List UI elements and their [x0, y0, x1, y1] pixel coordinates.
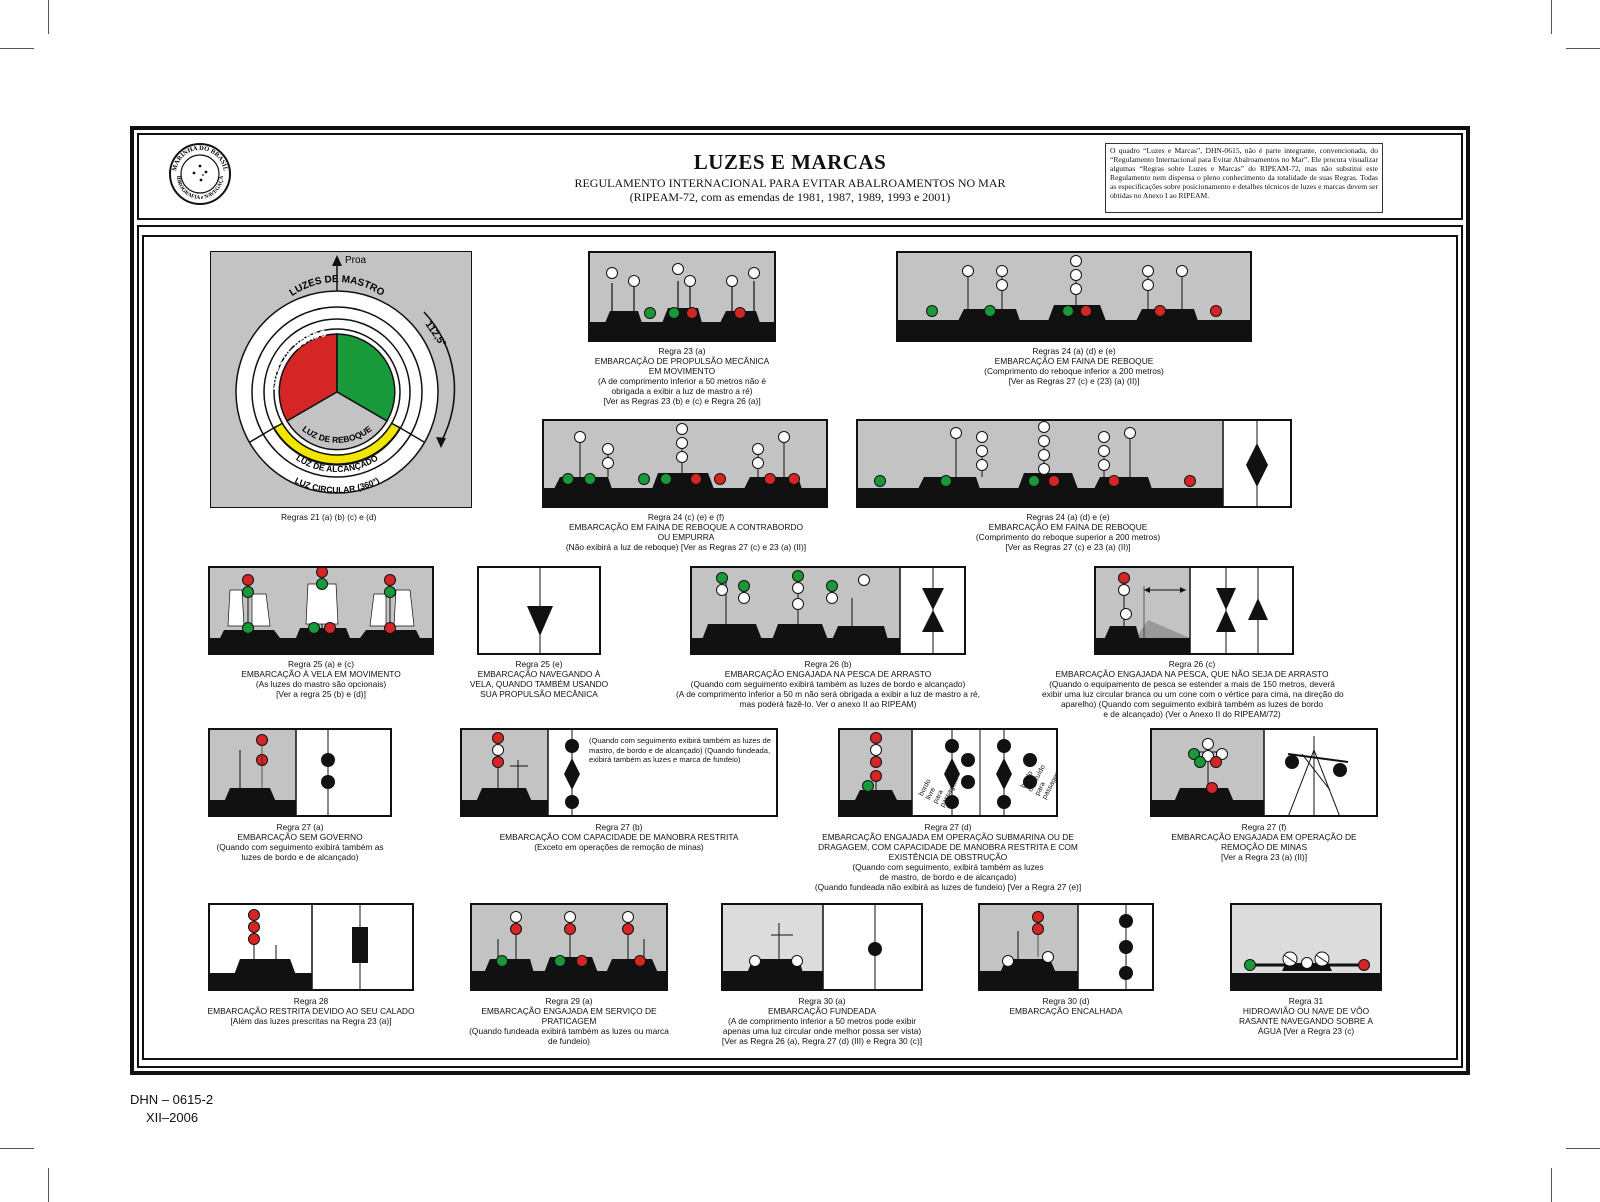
panel-r24ade-short: [896, 251, 1252, 342]
sector-diagram: Proa 112,5° LUZES DE MASTRO LUZES DE BOR…: [210, 251, 472, 508]
panel-r27a: [208, 728, 392, 817]
outer-frame: [130, 126, 1470, 1075]
proa-label: Proa: [345, 255, 367, 266]
panel-r25e: [477, 566, 601, 655]
document-date: XII–2006: [146, 1110, 199, 1125]
panel-r28: [208, 903, 414, 991]
inner-box: [142, 235, 1458, 1060]
panel-r30a: [721, 903, 923, 991]
crop-mark: [1566, 48, 1600, 49]
crop-mark: [1566, 1148, 1600, 1149]
crop-mark: [48, 0, 49, 34]
caption-r25e: Regra 25 (e) EMBARCAÇÃO NAVEGANDO À VELA, …: [469, 659, 609, 699]
caption-r29a: Regra 29 (a) EMBARCAÇÃO ENGAJADA EM SERVI…: [469, 996, 669, 1046]
caption-r24ade-short: Regras 24 (a) (d) e (e) EMBARCAÇÃO EM FAI…: [984, 346, 1164, 386]
page-subtitle: REGULAMENTO INTERNACIONAL PARA EVITAR AB…: [574, 176, 1006, 190]
panel-r29a: [470, 903, 668, 991]
document-code: DHN – 0615-2: [130, 1092, 214, 1107]
panel-r27b: (Quando com seguimento exibirá também as…: [460, 728, 778, 817]
header-box: [137, 133, 1463, 220]
caption-r30d: Regra 30 (d) EMBARCAÇÃO ENCALHADA: [1009, 996, 1123, 1016]
panel-r24ade-long: [856, 419, 1292, 508]
crop-mark: [1551, 0, 1552, 34]
caption-r27b: Regra 27 (b) EMBARCAÇÃO COM CAPACIDADE DE…: [499, 822, 739, 852]
navy-seal-logo: MARINHA DO BRASIL HIDROGRAFIA e NAVEGAÇÃ…: [168, 142, 231, 205]
content-box: [137, 225, 1463, 1068]
seal-text-top: MARINHA DO BRASIL: [171, 145, 229, 172]
caption-r21: Regras 21 (a) (b) (c) e (d): [281, 512, 377, 522]
panel-r27f: [1150, 728, 1378, 817]
crop-mark: [0, 1148, 34, 1149]
panel-r30d: [978, 903, 1154, 991]
crop-mark: [1551, 1168, 1552, 1202]
caption-r27a: Regra 27 (a) EMBARCAÇÃO SEM GOVERNO (Quand…: [216, 822, 384, 862]
panel-r31: [1230, 903, 1382, 991]
caption-r30a: Regra 30 (a) EMBARCAÇÃO FUNDEADA (A de com…: [721, 996, 923, 1046]
caption-r27f: Regra 27 (f) EMBARCAÇÃO ENGAJADA EM OPERA…: [1171, 822, 1357, 862]
page-title: LUZES E MARCAS: [693, 150, 887, 174]
caption-r24cef: Regra 24 (c) (e) e (f) EMBARCAÇÃO EM FAIN…: [565, 512, 807, 552]
panel-r26c: [1094, 566, 1294, 655]
panel-r25ac: [208, 566, 434, 655]
disclaimer-note: O quadro “Luzes e Marcas”, DHN-0615, não…: [1105, 143, 1383, 213]
r27b-panel-note: (Quando com seguimento exibirá também as…: [589, 736, 771, 764]
caption-r24ade-long: Regras 24 (a) (d) e (e) EMBARCAÇÃO EM FAI…: [975, 512, 1161, 552]
caption-r25ac: Regra 25 (a) e (c) EMBARCAÇÃO À VELA EM M…: [241, 659, 401, 699]
panel-r24cef: [542, 419, 828, 508]
panel-r23a: [588, 251, 776, 342]
panel-r26b: [690, 566, 966, 655]
caption-r26c: Regra 26 (c) EMBARCAÇÃO ENGAJADA NA PESCA…: [1042, 659, 1344, 719]
crop-mark: [48, 1168, 49, 1202]
caption-r31: Regra 31 HIDROAVIÃO OU NAVE DE VÔO RASANTE…: [1239, 996, 1373, 1036]
page-subtitle-2: (RIPEAM-72, com as emendas de 1981, 1987…: [629, 190, 951, 204]
caption-r27d: Regra 27 (d) EMBARCAÇÃO ENGAJADA EM OPERA…: [814, 822, 1082, 892]
crop-mark: [0, 48, 34, 49]
caption-r28: Regra 28 EMBARCAÇÃO RESTRITA DEVIDO AO SE…: [207, 996, 415, 1026]
svg-text:MARINHA DO BRASIL: MARINHA DO BRASIL: [171, 145, 229, 172]
panel-r27d: bordo livre para passagem bordo obstruíd…: [838, 728, 1058, 817]
caption-r23a: Regra 23 (a) EMBARCAÇÃO DE PROPULSÃO MECÂ…: [594, 346, 770, 406]
caption-r26b: Regra 26 (b) EMBARCAÇÃO ENGAJADA NA PESCA…: [676, 659, 980, 709]
